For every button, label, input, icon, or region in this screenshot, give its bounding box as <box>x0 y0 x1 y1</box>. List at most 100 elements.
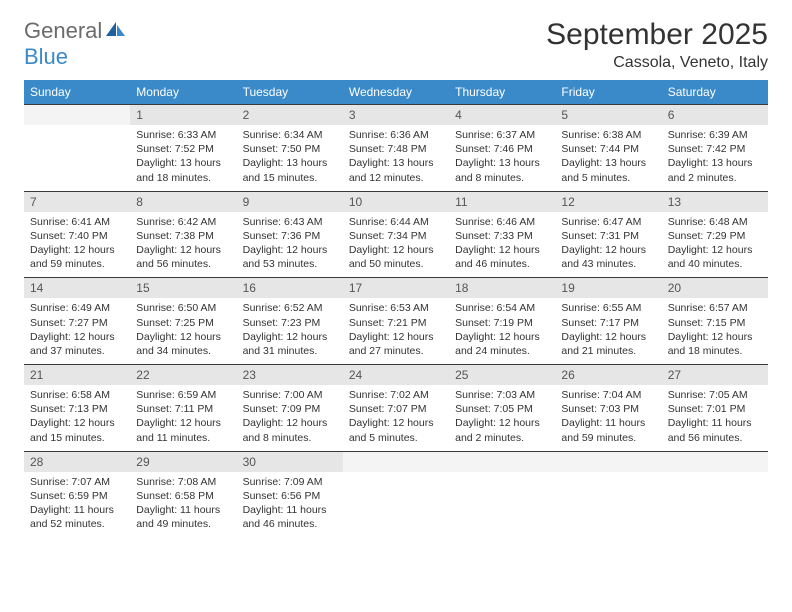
day-number: 25 <box>449 364 555 385</box>
day-detail-line: Sunrise: 6:44 AM <box>349 215 443 229</box>
day-detail-line: Sunset: 6:58 PM <box>136 489 230 503</box>
day-detail-line: Daylight: 12 hours <box>243 330 337 344</box>
day-details: Sunrise: 7:04 AMSunset: 7:03 PMDaylight:… <box>555 385 661 451</box>
day-detail-line: Sunset: 6:56 PM <box>243 489 337 503</box>
day-number: 7 <box>24 191 130 212</box>
day-cell: 5Sunrise: 6:38 AMSunset: 7:44 PMDaylight… <box>555 104 661 191</box>
brand-word1: General <box>24 18 102 43</box>
day-detail-line: Sunset: 7:23 PM <box>243 316 337 330</box>
day-details: Sunrise: 6:34 AMSunset: 7:50 PMDaylight:… <box>237 125 343 191</box>
day-details: Sunrise: 6:43 AMSunset: 7:36 PMDaylight:… <box>237 212 343 278</box>
day-number <box>24 104 130 125</box>
day-cell: 11Sunrise: 6:46 AMSunset: 7:33 PMDayligh… <box>449 191 555 278</box>
day-detail-line: and 56 minutes. <box>668 431 762 445</box>
day-detail-line: Sunrise: 6:47 AM <box>561 215 655 229</box>
day-number: 6 <box>662 104 768 125</box>
day-detail-line: Daylight: 13 hours <box>668 156 762 170</box>
day-number <box>343 451 449 472</box>
day-details: Sunrise: 6:37 AMSunset: 7:46 PMDaylight:… <box>449 125 555 191</box>
day-detail-line: and 18 minutes. <box>668 344 762 358</box>
weekday-header: Tuesday <box>237 80 343 104</box>
day-cell: 29Sunrise: 7:08 AMSunset: 6:58 PMDayligh… <box>130 451 236 538</box>
day-detail-line: and 11 minutes. <box>136 431 230 445</box>
day-number: 20 <box>662 277 768 298</box>
day-detail-line: and 21 minutes. <box>561 344 655 358</box>
day-cell: 26Sunrise: 7:04 AMSunset: 7:03 PMDayligh… <box>555 364 661 451</box>
day-detail-line: Sunrise: 6:49 AM <box>30 301 124 315</box>
day-number: 28 <box>24 451 130 472</box>
day-detail-line: Daylight: 13 hours <box>243 156 337 170</box>
day-detail-line: Daylight: 12 hours <box>455 243 549 257</box>
day-detail-line: Daylight: 12 hours <box>136 243 230 257</box>
day-cell: 2Sunrise: 6:34 AMSunset: 7:50 PMDaylight… <box>237 104 343 191</box>
week-row: 1Sunrise: 6:33 AMSunset: 7:52 PMDaylight… <box>24 104 768 191</box>
day-detail-line: and 15 minutes. <box>30 431 124 445</box>
day-detail-line: Sunset: 7:29 PM <box>668 229 762 243</box>
day-details: Sunrise: 6:58 AMSunset: 7:13 PMDaylight:… <box>24 385 130 451</box>
calendar-page: General Blue September 2025 Cassola, Ven… <box>0 0 792 612</box>
day-detail-line: Daylight: 12 hours <box>243 416 337 430</box>
day-detail-line: Daylight: 12 hours <box>668 330 762 344</box>
day-number: 10 <box>343 191 449 212</box>
day-number: 22 <box>130 364 236 385</box>
day-detail-line: Daylight: 12 hours <box>349 330 443 344</box>
day-detail-line: and 31 minutes. <box>243 344 337 358</box>
week-row: 28Sunrise: 7:07 AMSunset: 6:59 PMDayligh… <box>24 451 768 538</box>
day-detail-line: Sunset: 7:33 PM <box>455 229 549 243</box>
day-detail-line: Daylight: 12 hours <box>561 243 655 257</box>
day-detail-line: Sunset: 7:38 PM <box>136 229 230 243</box>
day-detail-line: Sunset: 7:15 PM <box>668 316 762 330</box>
day-detail-line: Sunrise: 6:43 AM <box>243 215 337 229</box>
day-cell: 9Sunrise: 6:43 AMSunset: 7:36 PMDaylight… <box>237 191 343 278</box>
day-cell <box>555 451 661 538</box>
day-detail-line: Daylight: 13 hours <box>349 156 443 170</box>
calendar-grid: Sunday Monday Tuesday Wednesday Thursday… <box>24 80 768 537</box>
day-detail-line: Sunrise: 6:42 AM <box>136 215 230 229</box>
day-detail-line: Sunrise: 7:05 AM <box>668 388 762 402</box>
day-number: 8 <box>130 191 236 212</box>
day-details: Sunrise: 7:09 AMSunset: 6:56 PMDaylight:… <box>237 472 343 538</box>
day-detail-line: Sunrise: 7:07 AM <box>30 475 124 489</box>
day-details: Sunrise: 6:38 AMSunset: 7:44 PMDaylight:… <box>555 125 661 191</box>
day-detail-line: and 50 minutes. <box>349 257 443 271</box>
day-detail-line: and 46 minutes. <box>455 257 549 271</box>
day-detail-line: Daylight: 11 hours <box>30 503 124 517</box>
day-detail-line: Sunset: 7:21 PM <box>349 316 443 330</box>
day-detail-line: Sunset: 7:50 PM <box>243 142 337 156</box>
day-detail-line: Daylight: 12 hours <box>30 330 124 344</box>
day-number: 26 <box>555 364 661 385</box>
day-detail-line: and 59 minutes. <box>30 257 124 271</box>
day-detail-line: Sunset: 7:07 PM <box>349 402 443 416</box>
day-cell: 28Sunrise: 7:07 AMSunset: 6:59 PMDayligh… <box>24 451 130 538</box>
day-detail-line: Sunset: 7:05 PM <box>455 402 549 416</box>
day-details: Sunrise: 6:44 AMSunset: 7:34 PMDaylight:… <box>343 212 449 278</box>
day-detail-line: Sunset: 7:01 PM <box>668 402 762 416</box>
day-details <box>24 125 130 185</box>
day-detail-line: Daylight: 11 hours <box>561 416 655 430</box>
day-detail-line: Daylight: 11 hours <box>243 503 337 517</box>
sail-icon <box>104 20 126 43</box>
day-number: 27 <box>662 364 768 385</box>
weekday-header: Wednesday <box>343 80 449 104</box>
day-detail-line: Daylight: 12 hours <box>30 416 124 430</box>
day-detail-line: Sunrise: 7:00 AM <box>243 388 337 402</box>
week-row: 14Sunrise: 6:49 AMSunset: 7:27 PMDayligh… <box>24 277 768 364</box>
day-number: 12 <box>555 191 661 212</box>
weekday-header: Saturday <box>662 80 768 104</box>
day-detail-line: Sunrise: 6:53 AM <box>349 301 443 315</box>
day-detail-line: Sunrise: 7:02 AM <box>349 388 443 402</box>
day-number: 15 <box>130 277 236 298</box>
day-number: 13 <box>662 191 768 212</box>
location-label: Cassola, Veneto, Italy <box>546 54 768 72</box>
day-number: 17 <box>343 277 449 298</box>
day-detail-line: and 24 minutes. <box>455 344 549 358</box>
day-detail-line: and 52 minutes. <box>30 517 124 531</box>
day-detail-line: and 37 minutes. <box>30 344 124 358</box>
day-detail-line: and 34 minutes. <box>136 344 230 358</box>
day-details: Sunrise: 7:02 AMSunset: 7:07 PMDaylight:… <box>343 385 449 451</box>
day-number: 4 <box>449 104 555 125</box>
day-details: Sunrise: 6:49 AMSunset: 7:27 PMDaylight:… <box>24 298 130 364</box>
day-details: Sunrise: 7:00 AMSunset: 7:09 PMDaylight:… <box>237 385 343 451</box>
day-number <box>555 451 661 472</box>
day-detail-line: Sunrise: 6:37 AM <box>455 128 549 142</box>
